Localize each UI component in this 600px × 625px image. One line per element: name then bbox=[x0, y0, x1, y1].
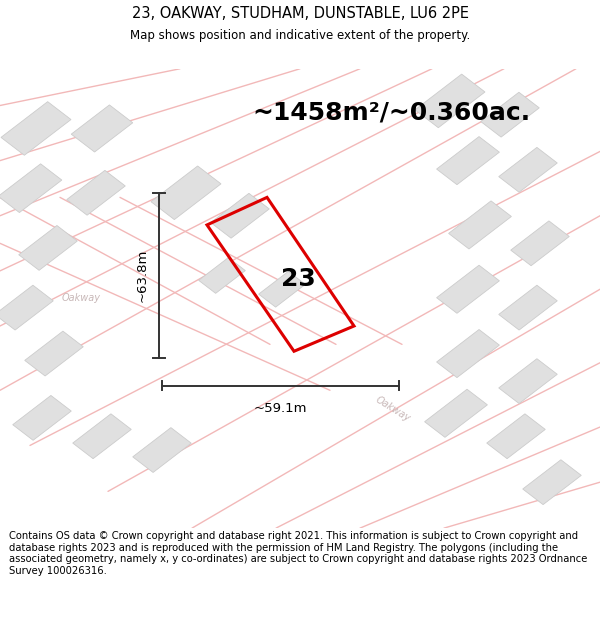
Polygon shape bbox=[25, 331, 83, 376]
Polygon shape bbox=[437, 137, 499, 184]
Polygon shape bbox=[19, 226, 77, 271]
Text: 23: 23 bbox=[281, 268, 316, 291]
Polygon shape bbox=[415, 74, 485, 128]
Polygon shape bbox=[499, 359, 557, 404]
Polygon shape bbox=[499, 285, 557, 330]
Polygon shape bbox=[437, 329, 499, 378]
Polygon shape bbox=[211, 193, 269, 238]
Polygon shape bbox=[437, 265, 499, 313]
Polygon shape bbox=[0, 164, 62, 212]
Text: 23, OAKWAY, STUDHAM, DUNSTABLE, LU6 2PE: 23, OAKWAY, STUDHAM, DUNSTABLE, LU6 2PE bbox=[131, 6, 469, 21]
Polygon shape bbox=[133, 428, 191, 472]
Polygon shape bbox=[199, 258, 245, 293]
Polygon shape bbox=[523, 460, 581, 504]
Text: Contains OS data © Crown copyright and database right 2021. This information is : Contains OS data © Crown copyright and d… bbox=[9, 531, 587, 576]
Polygon shape bbox=[67, 171, 125, 215]
Text: Map shows position and indicative extent of the property.: Map shows position and indicative extent… bbox=[130, 29, 470, 42]
Polygon shape bbox=[449, 201, 511, 249]
Text: ~1458m²/~0.360ac.: ~1458m²/~0.360ac. bbox=[252, 101, 530, 124]
Polygon shape bbox=[487, 414, 545, 459]
Text: ~59.1m: ~59.1m bbox=[254, 402, 307, 415]
Text: Oakway: Oakway bbox=[62, 294, 101, 303]
Text: ~63.8m: ~63.8m bbox=[136, 249, 149, 302]
Polygon shape bbox=[73, 414, 131, 459]
Polygon shape bbox=[71, 105, 133, 152]
Polygon shape bbox=[0, 285, 53, 330]
Polygon shape bbox=[151, 166, 221, 219]
Polygon shape bbox=[499, 148, 557, 192]
Polygon shape bbox=[13, 396, 71, 440]
Text: Oakway: Oakway bbox=[374, 394, 412, 423]
Polygon shape bbox=[425, 389, 487, 438]
Polygon shape bbox=[1, 102, 71, 155]
Polygon shape bbox=[259, 271, 305, 307]
Polygon shape bbox=[481, 92, 539, 137]
Polygon shape bbox=[511, 221, 569, 266]
